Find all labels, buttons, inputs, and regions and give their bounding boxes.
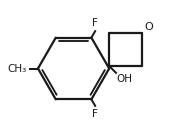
Text: CH₃: CH₃ [8,64,27,73]
Text: F: F [91,18,97,28]
Text: OH: OH [117,73,133,83]
Text: O: O [144,22,153,32]
Text: F: F [91,109,97,119]
